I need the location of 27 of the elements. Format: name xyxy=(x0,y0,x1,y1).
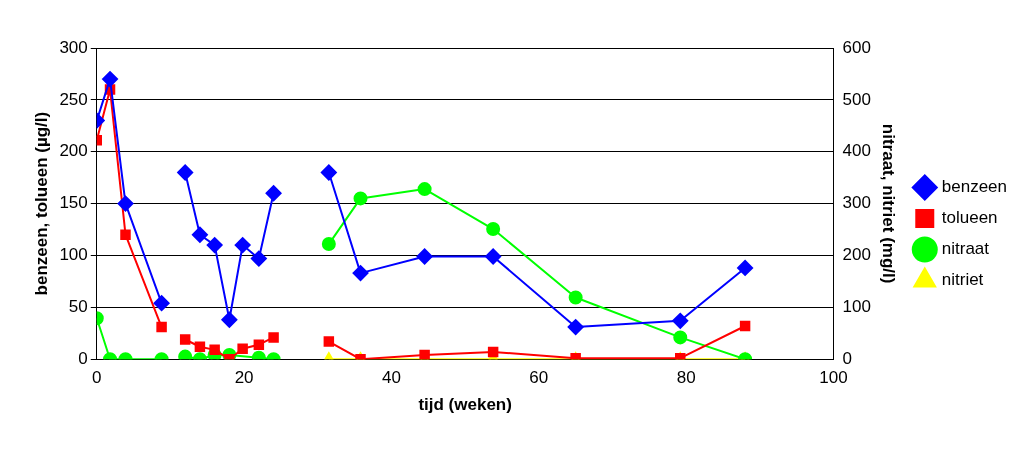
y-tick-label: 50 xyxy=(68,297,88,317)
y-tick-label: 100 xyxy=(59,245,88,265)
y2-tick-label: 600 xyxy=(842,37,871,57)
y2-tick-label: 500 xyxy=(842,89,871,109)
legend-label: tolueen xyxy=(941,208,998,228)
y-axis-title: benzeen, tolueen (µg/l) xyxy=(31,111,51,296)
legend-label: benzeen xyxy=(941,177,1008,197)
y2-tick-label: 200 xyxy=(842,245,871,265)
y2-tick-label: 400 xyxy=(842,141,871,161)
x-tick-label: 60 xyxy=(529,368,549,388)
y-tick-label: 150 xyxy=(59,193,88,213)
y-tick-label: 300 xyxy=(59,37,88,57)
x-tick-label: 0 xyxy=(92,368,102,388)
x-axis-title: tijd (weken) xyxy=(418,395,512,415)
y2-tick-label: 300 xyxy=(842,193,871,213)
y-tick-label: 200 xyxy=(59,141,88,161)
x-tick-label: 20 xyxy=(234,368,254,388)
y-tick-label: 0 xyxy=(78,348,88,368)
legend-label: nitraat xyxy=(941,239,990,259)
y2-tick-label: 100 xyxy=(842,297,871,317)
y2-tick-label: 0 xyxy=(842,348,852,368)
y2-axis-title: nitraat, nitriet (mg/l) xyxy=(879,123,899,284)
y-tick-label: 250 xyxy=(59,89,88,109)
x-tick-label: 40 xyxy=(382,368,401,388)
x-tick-label: 80 xyxy=(676,368,696,388)
legend-label: nitriet xyxy=(941,270,984,290)
x-tick-label: 100 xyxy=(819,368,848,388)
